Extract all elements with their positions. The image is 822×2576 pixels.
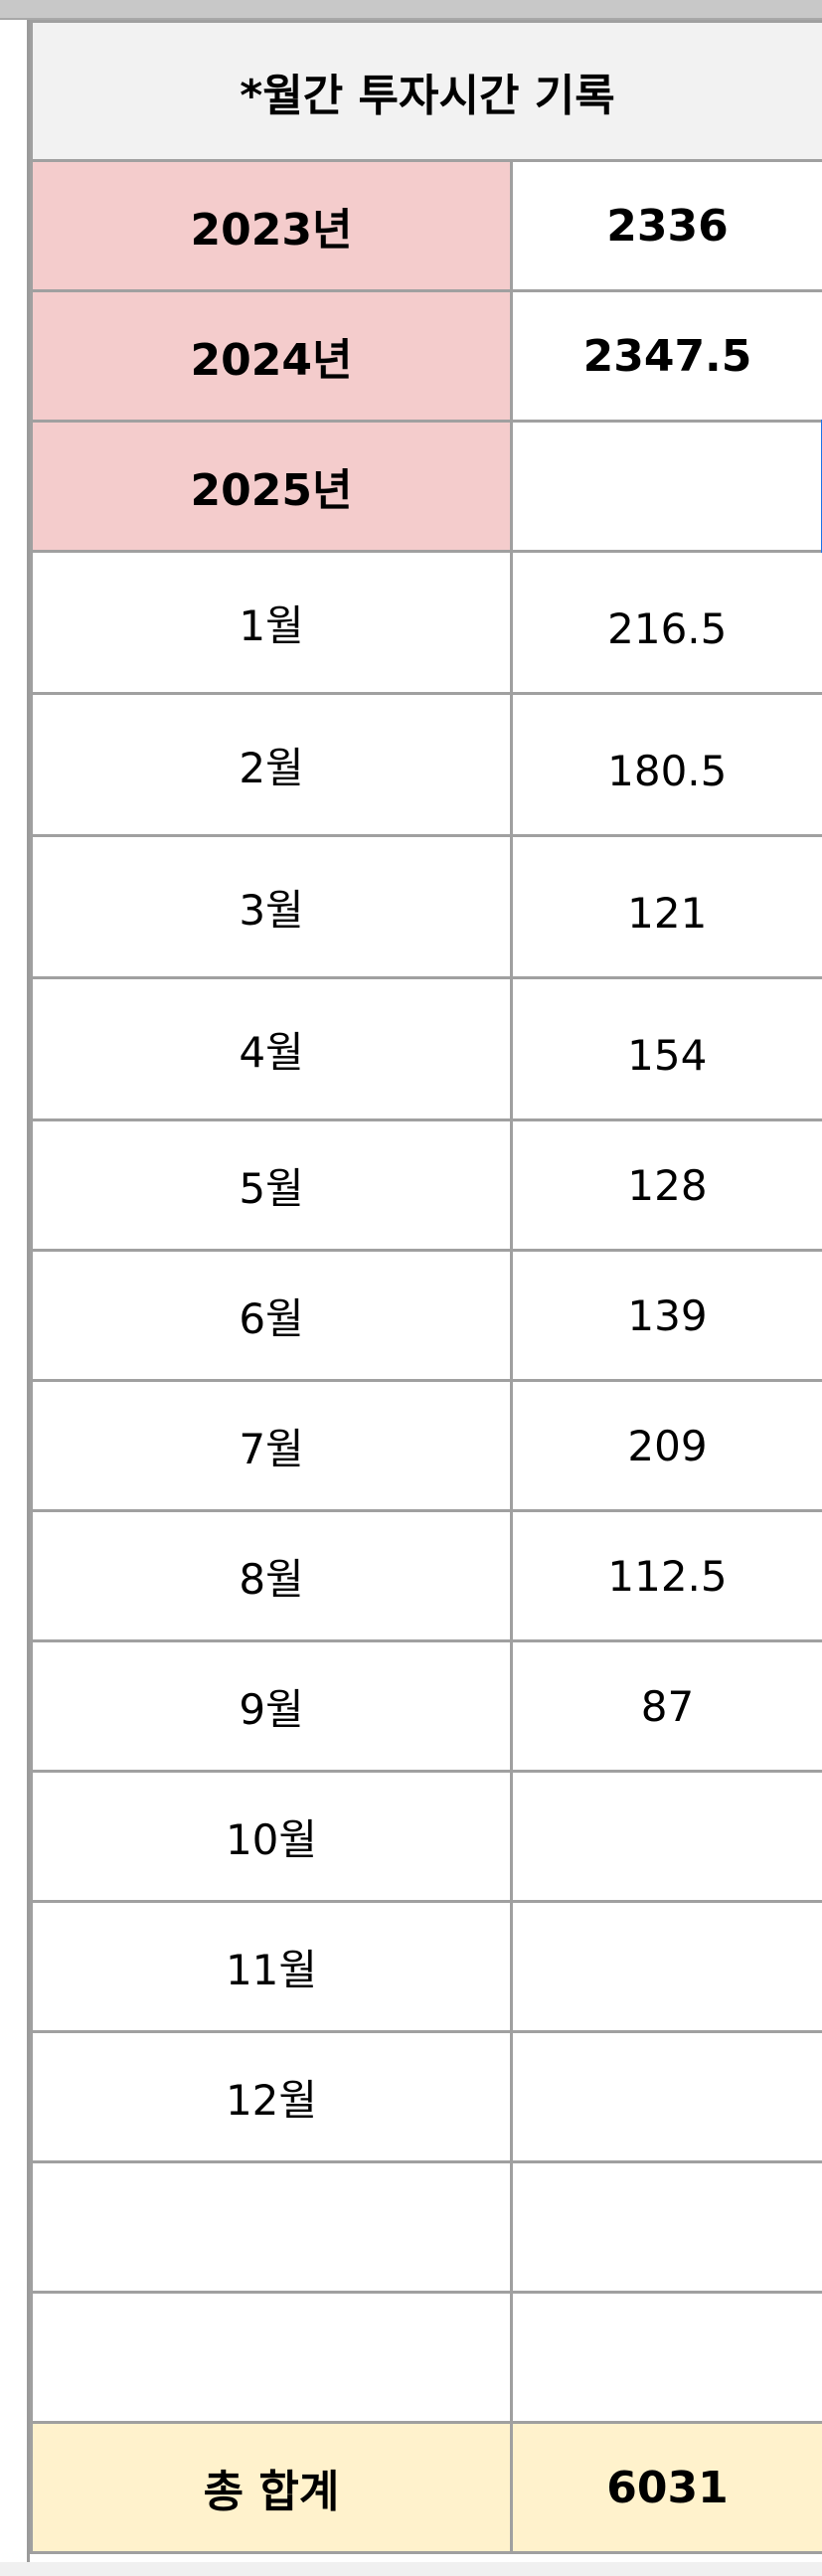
month-row: 7월 209 xyxy=(30,1379,822,1512)
total-value[interactable]: 6031 xyxy=(510,2421,822,2554)
month-row: 5월 128 xyxy=(30,1118,822,1252)
year-value[interactable]: 2336 xyxy=(510,159,822,292)
year-label[interactable]: 2025년 xyxy=(30,420,513,553)
month-row: 9월 87 xyxy=(30,1639,822,1773)
month-value[interactable]: 209 xyxy=(510,1379,822,1512)
empty-row xyxy=(30,2160,822,2294)
table-title[interactable]: *월간 투자시간 기록 xyxy=(30,20,822,162)
total-row: 총 합계 6031 xyxy=(30,2421,822,2554)
month-row: 11월 xyxy=(30,1900,822,2033)
month-label[interactable]: 5월 xyxy=(30,1118,513,1252)
month-value[interactable]: 87 xyxy=(510,1639,822,1773)
month-value[interactable]: 154 xyxy=(510,976,822,1121)
sheet-bottom-edge xyxy=(0,2562,822,2576)
month-label[interactable]: 3월 xyxy=(30,834,513,979)
month-value[interactable]: 112.5 xyxy=(510,1509,822,1642)
empty-cell[interactable] xyxy=(510,2160,822,2294)
month-row: 8월 112.5 xyxy=(30,1509,822,1642)
month-row: 4월 154 xyxy=(30,976,822,1121)
month-label[interactable]: 8월 xyxy=(30,1509,513,1642)
year-row: 2025년 xyxy=(30,420,822,553)
month-value[interactable]: 139 xyxy=(510,1249,822,1382)
month-label[interactable]: 4월 xyxy=(30,976,513,1121)
month-row: 10월 xyxy=(30,1770,822,1903)
month-label[interactable]: 6월 xyxy=(30,1249,513,1382)
investment-time-table: *월간 투자시간 기록 2023년 2336 2024년 2347.5 2025… xyxy=(30,20,822,2554)
month-label[interactable]: 10월 xyxy=(30,1770,513,1903)
month-value[interactable] xyxy=(510,2030,822,2163)
row-gutter xyxy=(0,20,30,2562)
month-row: 6월 139 xyxy=(30,1249,822,1382)
month-label[interactable]: 1월 xyxy=(30,550,513,695)
month-row: 3월 121 xyxy=(30,834,822,979)
year-row: 2023년 2336 xyxy=(30,159,822,292)
month-label[interactable]: 12월 xyxy=(30,2030,513,2163)
empty-cell[interactable] xyxy=(30,2291,513,2424)
empty-cell[interactable] xyxy=(30,2160,513,2294)
month-value[interactable]: 128 xyxy=(510,1118,822,1252)
empty-row xyxy=(30,2291,822,2424)
year-value[interactable]: 2347.5 xyxy=(510,289,822,423)
month-label[interactable]: 11월 xyxy=(30,1900,513,2033)
month-row: 2월 180.5 xyxy=(30,692,822,837)
month-label[interactable]: 2월 xyxy=(30,692,513,837)
toolbar-edge xyxy=(0,0,822,20)
month-row: 1월 216.5 xyxy=(30,550,822,695)
year-label[interactable]: 2024년 xyxy=(30,289,513,423)
total-label[interactable]: 총 합계 xyxy=(30,2421,513,2554)
empty-cell[interactable] xyxy=(510,2291,822,2424)
month-value[interactable]: 121 xyxy=(510,834,822,979)
month-label[interactable]: 9월 xyxy=(30,1639,513,1773)
year-row: 2024년 2347.5 xyxy=(30,289,822,423)
month-value[interactable]: 180.5 xyxy=(510,692,822,837)
year-label[interactable]: 2023년 xyxy=(30,159,513,292)
month-value[interactable] xyxy=(510,1900,822,2033)
year-value-selected[interactable] xyxy=(510,420,822,553)
month-row: 12월 xyxy=(30,2030,822,2163)
month-value[interactable] xyxy=(510,1770,822,1903)
month-label[interactable]: 7월 xyxy=(30,1379,513,1512)
month-value[interactable]: 216.5 xyxy=(510,550,822,695)
